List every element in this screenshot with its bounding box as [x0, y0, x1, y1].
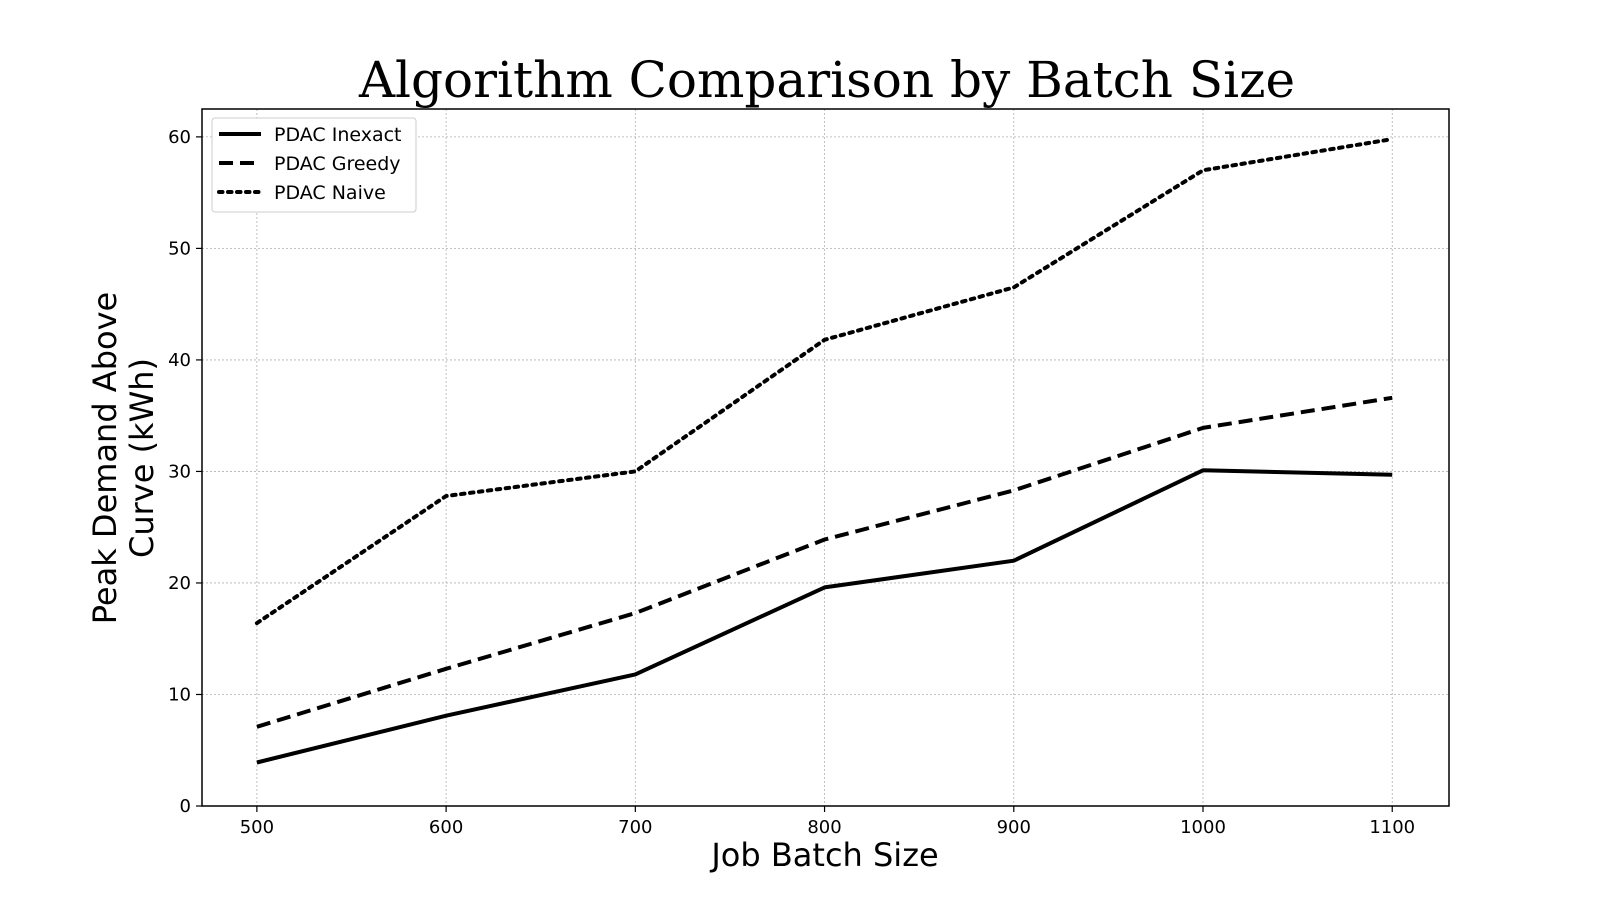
x-tick-label-700: 700 — [618, 817, 652, 838]
legend-label-pdac-inexact: PDAC Inexact — [274, 124, 402, 146]
x-tick-label-800: 800 — [807, 817, 841, 838]
chart-title: Algorithm Comparison by Batch Size — [358, 51, 1295, 109]
x-axis-label: Job Batch Size — [709, 836, 938, 874]
grid-lines — [202, 109, 1449, 807]
y-tick-label-0: 0 — [180, 796, 191, 817]
plot-area-frame — [201, 108, 1450, 807]
y-tick-label-30: 30 — [168, 461, 191, 482]
x-tick-label-900: 900 — [997, 817, 1031, 838]
legend-box — [211, 117, 417, 213]
y-axis-label-line-1: Peak Demand Above — [86, 292, 124, 624]
y-axis-label-line-2: Curve (kWh) — [123, 358, 161, 558]
series-lines — [254, 137, 1395, 765]
legend: PDAC Inexact PDAC Greedy PDAC Naive — [211, 117, 417, 213]
series-line-pdac-greedy — [256, 395, 1393, 729]
x-tick-label-600: 600 — [429, 817, 463, 838]
legend-label-pdac-naive: PDAC Naive — [274, 182, 386, 204]
y-tick-label-10: 10 — [168, 684, 191, 705]
axis-ticks: 500 600 700 800 900 1000 1100 0 10 20 30 40 50 60 — [168, 127, 1415, 838]
x-tick-label-1000: 1000 — [1180, 817, 1226, 838]
x-tick-label-1100: 1100 — [1369, 817, 1415, 838]
x-tick-label-500: 500 — [240, 817, 274, 838]
series-line-pdac-naive — [254, 137, 1395, 626]
y-tick-label-60: 60 — [168, 127, 191, 148]
y-tick-label-40: 40 — [168, 350, 191, 371]
y-tick-label-50: 50 — [168, 238, 191, 259]
legend-label-pdac-greedy: PDAC Greedy — [274, 153, 401, 175]
y-tick-label-20: 20 — [168, 573, 191, 594]
series-line-pdac-inexact — [256, 468, 1393, 765]
